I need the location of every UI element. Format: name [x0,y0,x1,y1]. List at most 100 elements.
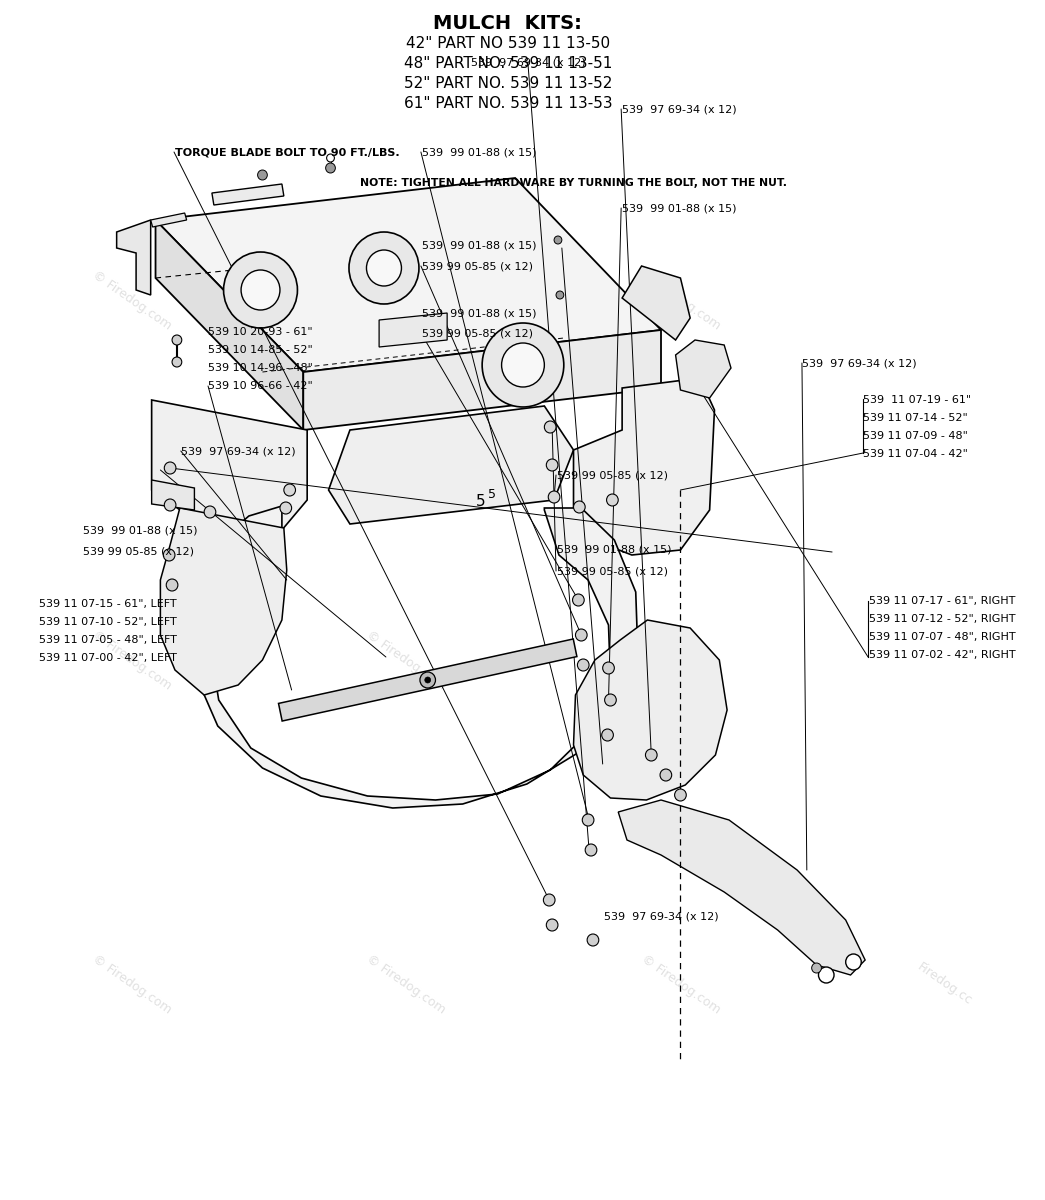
Polygon shape [152,480,194,510]
Circle shape [241,270,280,310]
Polygon shape [212,184,284,205]
Circle shape [547,919,558,931]
Circle shape [578,659,589,671]
Text: 539 11 07-10 - 52", LEFT: 539 11 07-10 - 52", LEFT [39,617,177,626]
Circle shape [258,170,268,180]
Polygon shape [190,506,637,808]
Polygon shape [675,340,732,398]
Text: 539 11 07-04 - 42": 539 11 07-04 - 42" [863,449,969,458]
Circle shape [547,458,558,470]
Circle shape [603,662,614,674]
Circle shape [660,769,672,781]
Text: 539  11 07-19 - 61": 539 11 07-19 - 61" [863,395,972,404]
Polygon shape [574,620,727,800]
Circle shape [582,814,594,826]
Text: 42" PART NO 539 11 13-50: 42" PART NO 539 11 13-50 [405,36,610,52]
Text: Firedog.cc: Firedog.cc [914,960,975,1008]
Text: © Firedog.com: © Firedog.com [365,268,448,332]
Circle shape [573,594,584,606]
Text: 539 99 05-85 (x 12): 539 99 05-85 (x 12) [557,470,668,480]
Text: 539 10 14-85 - 52": 539 10 14-85 - 52" [208,346,314,355]
Circle shape [424,677,431,683]
Text: TORQUE BLADE BOLT TO 90 FT./LBS.: TORQUE BLADE BOLT TO 90 FT./LBS. [175,148,399,157]
Text: © Firedog.com: © Firedog.com [365,628,448,692]
Text: © Firedog.com: © Firedog.com [90,268,173,332]
Text: 539 10 96-66 - 42": 539 10 96-66 - 42" [208,382,314,391]
Text: © Firedog.com: © Firedog.com [90,628,173,692]
Circle shape [556,290,564,299]
Text: 539  97 69-34 (x 12): 539 97 69-34 (x 12) [471,58,585,67]
Text: 5: 5 [477,494,486,509]
Polygon shape [117,220,150,295]
Circle shape [349,232,419,304]
Circle shape [172,335,182,346]
Circle shape [284,484,296,496]
Text: 539 11 07-00 - 42", LEFT: 539 11 07-00 - 42", LEFT [39,653,177,662]
Circle shape [606,494,619,506]
Text: 539 99 05-85 (x 12): 539 99 05-85 (x 12) [421,329,533,338]
Circle shape [554,236,562,244]
Text: 539  99 01-88 (x 15): 539 99 01-88 (x 15) [421,148,536,157]
Circle shape [327,154,334,162]
Circle shape [163,550,175,560]
Text: 539 11 07-14 - 52": 539 11 07-14 - 52" [863,413,968,422]
Text: 539 99 05-85 (x 12): 539 99 05-85 (x 12) [557,566,668,576]
Circle shape [587,934,599,946]
Circle shape [543,894,555,906]
Circle shape [675,790,687,802]
Circle shape [812,962,821,973]
Polygon shape [152,400,307,530]
Circle shape [576,629,587,641]
Circle shape [164,462,176,474]
Circle shape [482,323,564,407]
Circle shape [602,728,613,740]
Circle shape [224,252,298,328]
Text: 539  99 01-88 (x 15): 539 99 01-88 (x 15) [421,308,536,318]
Circle shape [585,844,597,856]
Circle shape [818,967,834,983]
Text: 539 99 05-85 (x 12): 539 99 05-85 (x 12) [421,262,533,271]
Polygon shape [619,800,865,974]
Polygon shape [379,313,447,347]
Text: 5: 5 [488,488,495,500]
Text: 539  99 01-88 (x 15): 539 99 01-88 (x 15) [622,204,736,214]
Circle shape [172,358,182,367]
Circle shape [326,163,335,173]
Circle shape [164,499,176,511]
Text: 539 11 07-09 - 48": 539 11 07-09 - 48" [863,431,969,440]
Circle shape [544,421,556,433]
Text: 61" PART NO. 539 11 13-53: 61" PART NO. 539 11 13-53 [403,96,612,112]
Text: © Firedog.com: © Firedog.com [638,628,722,692]
Text: 48" PART NO. 539 11 13-51: 48" PART NO. 539 11 13-51 [403,56,612,72]
Text: 539 11 07-02 - 42", RIGHT: 539 11 07-02 - 42", RIGHT [868,650,1015,660]
Circle shape [605,694,617,706]
Circle shape [420,672,436,688]
Circle shape [280,502,292,514]
Text: © Firedog.com: © Firedog.com [638,952,722,1016]
Polygon shape [156,178,661,372]
Polygon shape [156,220,303,430]
Circle shape [502,343,544,386]
Text: 539 10 14-96 - 48": 539 10 14-96 - 48" [208,364,314,373]
Polygon shape [622,266,690,340]
Text: 539  99 01-88 (x 15): 539 99 01-88 (x 15) [557,545,671,554]
Polygon shape [303,330,661,430]
Text: 539  97 69-34 (x 12): 539 97 69-34 (x 12) [803,359,918,368]
Text: 539 11 07-17 - 61", RIGHT: 539 11 07-17 - 61", RIGHT [868,596,1015,606]
Text: 539  99 01-88 (x 15): 539 99 01-88 (x 15) [84,526,198,535]
Text: 539  97 69-34 (x 12): 539 97 69-34 (x 12) [604,912,719,922]
Text: 539 11 07-12 - 52", RIGHT: 539 11 07-12 - 52", RIGHT [868,614,1015,624]
Polygon shape [150,214,187,227]
Text: © Firedog.com: © Firedog.com [638,268,722,332]
Text: © Firedog.com: © Firedog.com [90,952,173,1016]
Polygon shape [279,638,577,721]
Text: © Firedog.com: © Firedog.com [365,952,448,1016]
Text: 52" PART NO. 539 11 13-52: 52" PART NO. 539 11 13-52 [403,77,612,91]
Polygon shape [574,378,715,554]
Circle shape [549,491,560,503]
Text: 539 10 20-93 - 61": 539 10 20-93 - 61" [208,328,312,337]
Circle shape [367,250,401,286]
Polygon shape [160,508,286,695]
Text: 539 11 07-05 - 48", LEFT: 539 11 07-05 - 48", LEFT [39,635,177,644]
Polygon shape [328,406,574,524]
